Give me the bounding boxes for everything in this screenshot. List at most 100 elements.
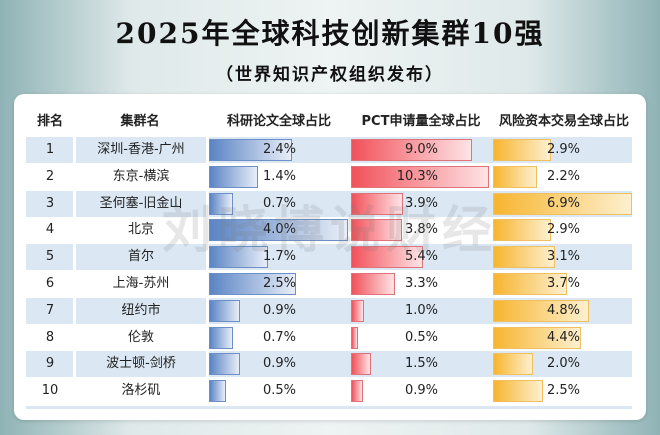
papers-value: 1.7% — [262, 249, 296, 265]
pct-bar — [351, 165, 490, 188]
vc-value: 6.9% — [546, 195, 580, 211]
rank-cell: 4 — [45, 222, 55, 238]
pct-bar — [351, 246, 424, 269]
vc-value: 2.5% — [546, 383, 580, 399]
vc-value: 2.9% — [546, 222, 580, 238]
vc-bar — [493, 273, 568, 295]
papers-value: 0.9% — [262, 356, 296, 372]
rank-cell: 2 — [45, 168, 55, 184]
cluster-name-cell: 北京 — [127, 222, 154, 238]
papers-bar — [209, 139, 293, 161]
table-row: 9 波士顿-剑桥 0.9% 1.5% 2.0% — [26, 351, 632, 378]
column-divider — [73, 163, 76, 190]
papers-bar — [209, 192, 234, 215]
pct-value: 0.5% — [404, 329, 438, 345]
column-divider — [73, 137, 76, 163]
rank-cell: 7 — [45, 302, 55, 318]
chart-subtitle: （世界知识产权组织发布） — [216, 65, 444, 85]
header-rank: 排名 — [36, 114, 63, 129]
column-divider — [206, 163, 209, 190]
cluster-name-cell: 东京-横滨 — [112, 168, 170, 184]
papers-value: 4.0% — [262, 222, 296, 238]
vc-bar — [493, 139, 552, 161]
table-row: 7 纽约市 0.9% 1.0% 4.8% — [26, 297, 632, 324]
papers-bar — [209, 246, 269, 269]
pct-value: 3.8% — [404, 222, 438, 238]
pct-value: 9.0% — [404, 142, 438, 157]
cluster-name-cell: 波士顿-剑桥 — [106, 356, 176, 372]
vc-bar — [493, 219, 552, 242]
column-divider — [73, 378, 76, 405]
column-divider — [73, 244, 76, 271]
cluster-name-cell: 圣何塞-旧金山 — [99, 195, 183, 211]
table-row: 10 洛杉矶 0.5% 0.9% 2.5% — [26, 378, 632, 405]
papers-value: 2.4% — [262, 142, 296, 157]
column-divider — [206, 137, 209, 163]
pct-value: 3.3% — [404, 276, 438, 291]
vc-value: 4.8% — [546, 302, 580, 318]
pct-value: 10.3% — [396, 168, 438, 184]
cluster-name-cell: 洛杉矶 — [121, 383, 161, 399]
column-divider — [73, 324, 76, 351]
pct-value: 1.5% — [404, 356, 438, 372]
table-row: 1 深圳-香港-广州 2.4% 9.0% 2.9% — [26, 137, 632, 163]
column-divider — [206, 324, 209, 351]
column-divider — [206, 378, 209, 405]
cluster-name-cell: 深圳-香港-广州 — [97, 142, 185, 157]
vc-bar — [493, 326, 582, 349]
vc-bar — [493, 380, 544, 403]
header-vc: 风险资本交易全球占比 — [498, 114, 629, 129]
pct-bar — [351, 219, 402, 242]
table-row: 8 伦敦 0.7% 0.5% 4.4% — [26, 324, 632, 351]
papers-value: 0.5% — [262, 383, 296, 399]
cluster-name-cell: 上海-苏州 — [112, 276, 170, 291]
column-divider — [73, 351, 76, 378]
papers-bar — [209, 380, 227, 403]
papers-bar — [209, 165, 258, 188]
pct-bar — [351, 326, 358, 349]
vc-bar — [493, 165, 538, 188]
pct-bar — [351, 380, 364, 403]
pct-bar — [351, 299, 365, 322]
pct-value: 3.9% — [404, 195, 438, 211]
papers-value: 0.7% — [262, 329, 296, 345]
vc-value: 2.9% — [546, 142, 580, 157]
papers-bar — [209, 299, 241, 322]
vc-value: 3.7% — [546, 276, 580, 291]
table-bottom-line — [26, 406, 632, 409]
chart-title: 2025年全球科技创新集群10强 — [115, 17, 545, 50]
header-name: 集群名 — [120, 114, 160, 129]
rank-cell: 6 — [45, 276, 55, 291]
pct-bar — [351, 192, 404, 215]
pct-bar — [351, 353, 372, 376]
column-divider — [73, 217, 76, 244]
pct-value: 5.4% — [404, 249, 438, 265]
pct-value: 1.0% — [404, 302, 438, 318]
papers-bar — [209, 353, 241, 376]
papers-value: 0.7% — [262, 195, 296, 211]
header-pct: PCT申请量全球占比 — [361, 114, 481, 129]
column-divider — [206, 351, 209, 378]
cluster-name-cell: 伦敦 — [127, 329, 154, 345]
rank-cell: 1 — [45, 142, 55, 157]
column-divider — [73, 190, 76, 217]
rank-cell: 3 — [45, 195, 55, 211]
column-divider — [206, 297, 209, 324]
vc-value: 2.2% — [546, 168, 580, 184]
cluster-name-cell: 纽约市 — [121, 302, 161, 318]
rank-cell: 9 — [45, 356, 55, 372]
papers-value: 1.4% — [262, 168, 296, 184]
pct-bar — [351, 273, 396, 295]
column-divider — [206, 271, 209, 297]
table-row: 4 北京 4.0% 3.8% 2.9% — [26, 217, 632, 244]
table-row: 5 首尔 1.7% 5.4% 3.1% — [26, 244, 632, 271]
pct-value: 0.9% — [404, 383, 438, 399]
vc-value: 4.4% — [546, 329, 580, 345]
papers-bar — [209, 219, 348, 242]
pct-bar — [351, 139, 472, 161]
table-row: 3 圣何塞-旧金山 0.7% 3.9% 6.9% — [26, 190, 632, 217]
vc-bar — [493, 299, 590, 322]
column-divider — [73, 271, 76, 297]
table-row: 6 上海-苏州 2.5% 3.3% 3.7% — [26, 271, 632, 297]
column-divider — [206, 244, 209, 271]
